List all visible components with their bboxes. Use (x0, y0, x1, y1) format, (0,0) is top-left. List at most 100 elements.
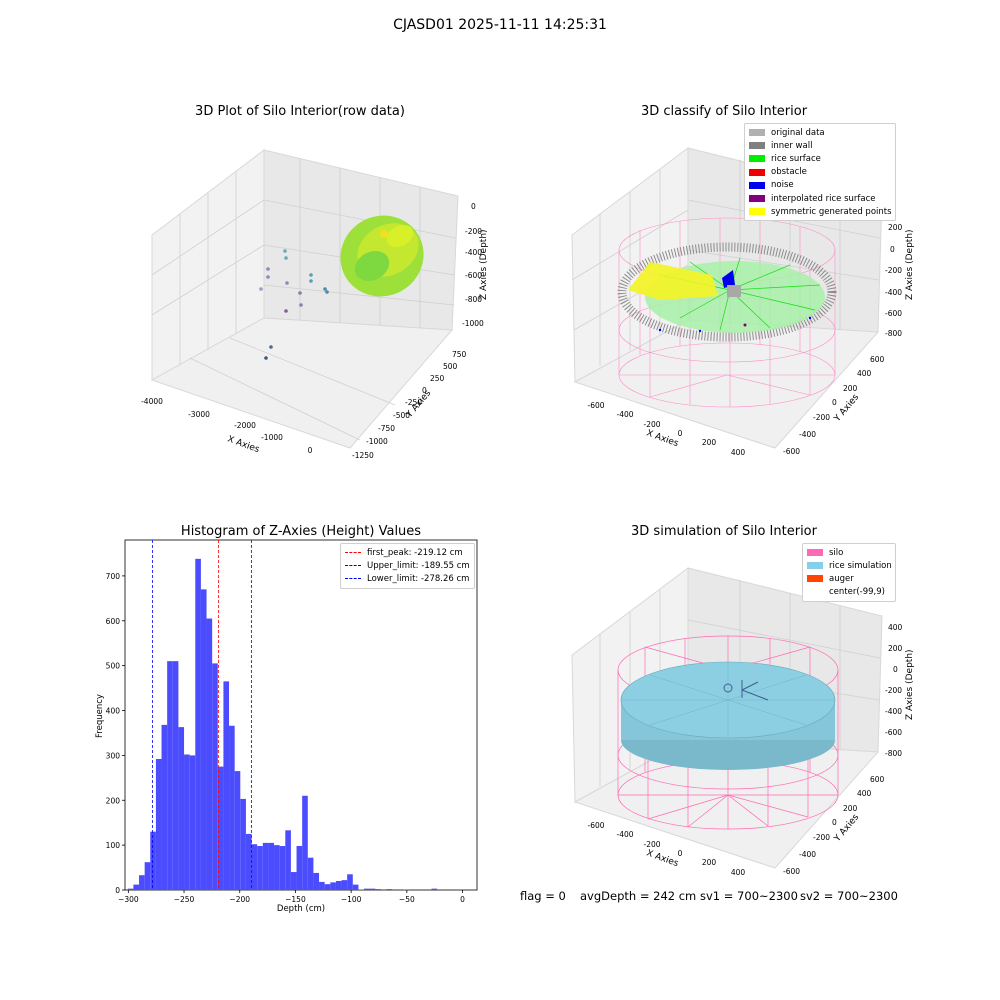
histogram-bar (184, 754, 190, 890)
histogram-bar (313, 872, 320, 890)
raw-ztick: -1000 (462, 319, 484, 328)
histogram-title: Histogram of Z-Axies (Height) Values (180, 524, 422, 539)
footer-avg-depth: avgDepth = 242 cm (580, 889, 697, 903)
figure-title: CJASD01 2025-11-11 14:25:31 (393, 17, 607, 33)
histogram-bar (319, 881, 325, 890)
simulation-xtick: -200 (643, 840, 660, 849)
histogram-bar (189, 755, 196, 890)
raw-ytick: -1250 (352, 451, 374, 460)
legend-label: Upper_limit: -189.55 cm (367, 560, 470, 571)
legend-item: rice simulation (803, 559, 895, 572)
histogram-bar (307, 857, 314, 890)
raw-ytick: 750 (452, 350, 467, 359)
histogram-bar (257, 846, 263, 890)
simulation-ztick: -200 (885, 686, 902, 695)
simulation-xtick: 400 (731, 868, 746, 877)
legend-swatch (749, 208, 765, 216)
footer-flag: flag = 0 (520, 889, 566, 903)
legend-swatch (807, 589, 823, 596)
classify-ytick: -400 (799, 430, 816, 439)
classify-ytick: 600 (870, 355, 885, 364)
histogram-bar (386, 889, 393, 890)
legend-label: noise (771, 180, 794, 191)
simulation-zlabel: Z Axies (Depth) (905, 649, 915, 720)
legend-swatch (749, 168, 765, 176)
histogram-bar (212, 663, 218, 890)
histogram-xtick-label: −150 (285, 895, 306, 904)
simulation-ztick: -800 (885, 749, 902, 758)
simulation-xtick: -400 (616, 830, 633, 839)
legend-swatch (807, 562, 823, 570)
legend-line (345, 578, 361, 580)
raw-ytick: -1000 (366, 437, 388, 446)
histogram-bar (234, 771, 241, 890)
histogram-bar (161, 724, 168, 890)
classify-xtick: 0 (678, 429, 683, 438)
classify-xtick: 400 (731, 448, 746, 457)
classify-legend: original data inner wall rice surface ob… (744, 123, 896, 222)
histogram-xtick-label: −50 (399, 895, 415, 904)
classify-zlabel: Z Axies (Depth) (905, 229, 915, 300)
histogram-xtick-label: 0 (460, 895, 465, 904)
footer-sv1: sv1 = 700~2300 (700, 889, 798, 903)
classify-plot-title: 3D classify of Silo Interior (640, 104, 808, 119)
histogram-ytick-label: 300 (106, 751, 121, 760)
legend-label: rice simulation (829, 560, 892, 571)
legend-swatch (749, 195, 765, 203)
legend-item: symmetric generated points (745, 205, 895, 218)
raw-ztick: -600 (465, 271, 482, 280)
raw-xtick: -1000 (261, 433, 283, 442)
histogram-ytick-label: 700 (106, 572, 121, 581)
histogram-bar (364, 888, 370, 890)
classify-ztick: -400 (885, 288, 902, 297)
legend-item: Lower_limit: -278.26 cm (341, 572, 474, 585)
histogram-bar (352, 884, 359, 890)
classify-xtick: -200 (643, 420, 660, 429)
simulation-ytick: 0 (832, 818, 837, 827)
legend-label: silo (829, 547, 844, 558)
histogram-bar (302, 795, 308, 890)
simulation-xtick: -600 (587, 821, 604, 830)
histogram-ytick-label: 200 (106, 796, 121, 805)
raw-ytick: 500 (443, 362, 458, 371)
raw-plot-title: 3D Plot of Silo Interior(row data) (195, 104, 405, 119)
histogram-bar (369, 888, 376, 890)
legend-label: interpolated rice surface (771, 193, 876, 204)
simulation-ztick: 200 (888, 644, 903, 653)
legend-label: original data (771, 127, 825, 138)
simulation-ztick: 0 (893, 665, 898, 674)
classify-ztick: -600 (885, 309, 902, 318)
legend-label: center(-99,9) (829, 587, 885, 598)
raw-zlabel: Z Axies (Depth) (479, 229, 489, 300)
simulation-ytick: -400 (799, 850, 816, 859)
histogram-xtick-label: −250 (174, 895, 195, 904)
histogram-bar (274, 845, 280, 890)
histogram-xtick-label: −100 (341, 895, 362, 904)
raw-xtick: 0 (308, 446, 313, 455)
histogram-ytick-label: 500 (106, 662, 121, 671)
simulation-xtick: 200 (702, 858, 717, 867)
raw-xtick: -2000 (234, 421, 256, 430)
histogram-bar (229, 725, 235, 890)
legend-line (345, 552, 361, 554)
legend-label: rice surface (771, 153, 821, 164)
histogram-bar (223, 681, 230, 890)
legend-label: obstacle (771, 167, 807, 178)
legend-label: Lower_limit: -278.26 cm (367, 573, 470, 584)
histogram-xtick-label: −200 (229, 895, 250, 904)
raw-xtick: -4000 (141, 397, 163, 406)
simulation-ytick: 200 (843, 804, 858, 813)
legend-label: auger (829, 573, 854, 584)
legend-item: first_peak: -219.12 cm (341, 546, 474, 559)
histogram-bar (172, 661, 179, 890)
classify-ytick: 0 (832, 398, 837, 407)
raw-ztick: -200 (465, 227, 482, 236)
raw-ytick: -750 (378, 424, 395, 433)
histogram-bar (268, 842, 275, 890)
histogram-ytick-label: 400 (106, 707, 121, 716)
simulation-ytick: -200 (813, 833, 830, 842)
legend-swatch (807, 575, 823, 583)
raw-ytick: 0 (422, 386, 427, 395)
